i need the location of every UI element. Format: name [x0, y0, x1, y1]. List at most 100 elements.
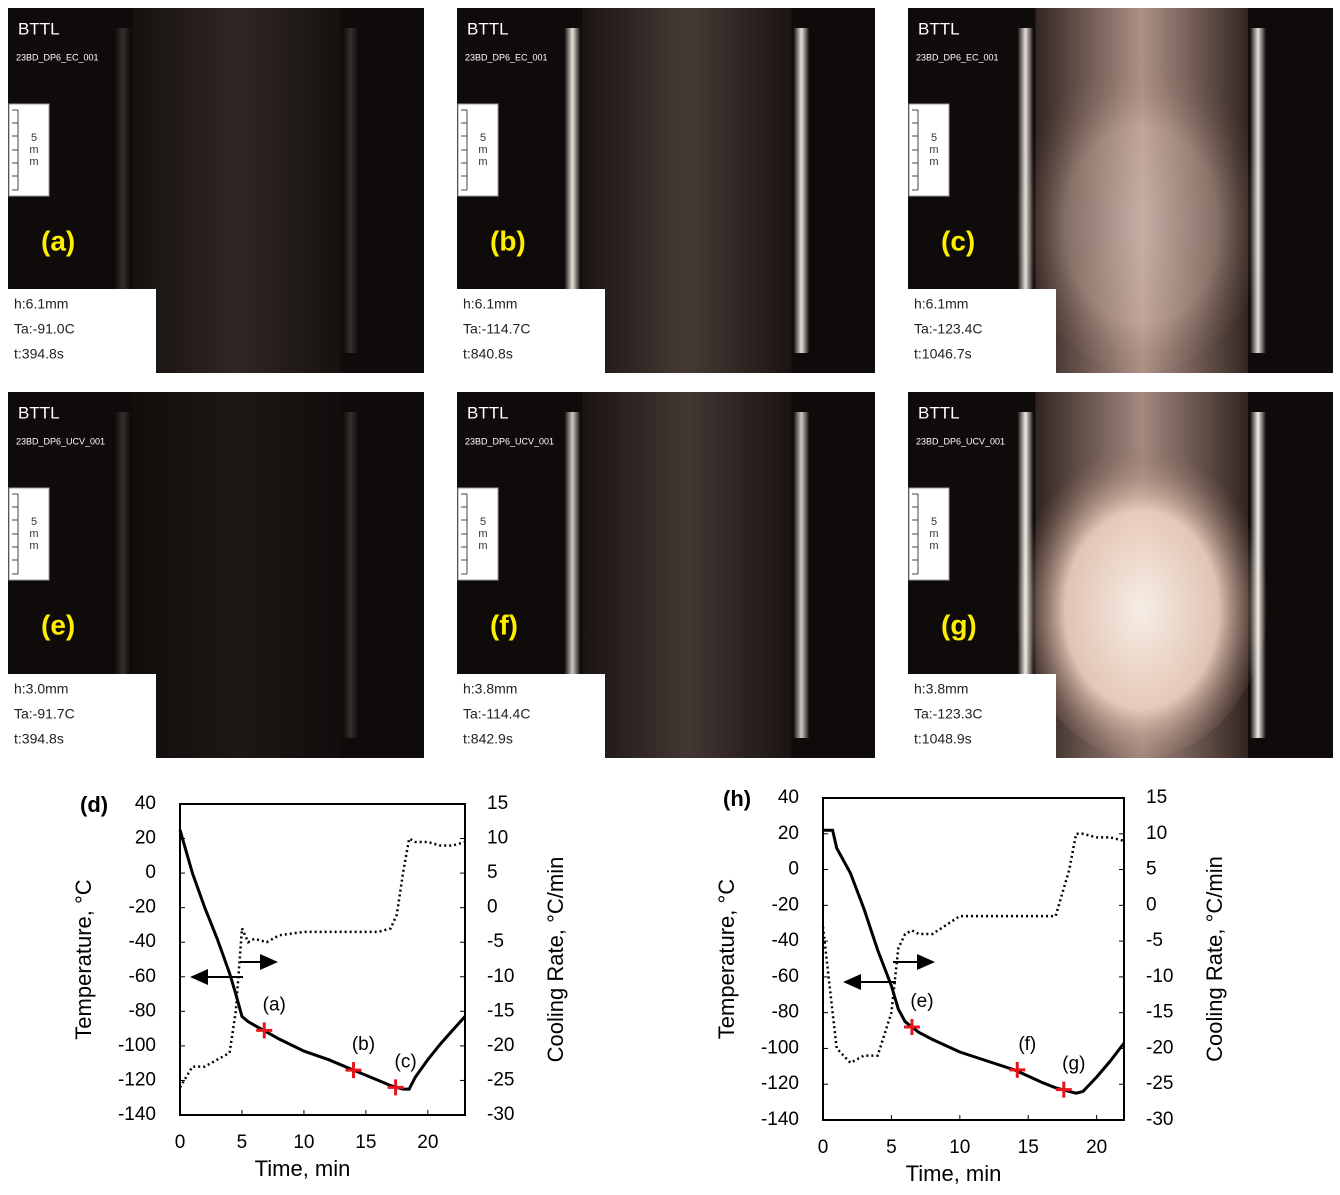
- chart-title: (d): [80, 792, 108, 817]
- y-tick-label: -120: [761, 1073, 799, 1094]
- y-tick-label: 20: [135, 828, 156, 849]
- panel-label: (c): [941, 225, 975, 256]
- scale-label: m: [478, 540, 487, 552]
- y2-tick-label: -15: [1146, 1002, 1173, 1023]
- scale-label: 5: [31, 516, 37, 528]
- x-tick-label: 20: [417, 1132, 438, 1153]
- y2-tick-label: -25: [1146, 1073, 1173, 1094]
- info-text: Ta:-91.7C: [14, 706, 75, 722]
- photo-panel: BTTL23BD_DP6_EC_0015mm(b)h:6.1mmTa:-114.…: [457, 8, 875, 373]
- marker: [345, 1062, 361, 1078]
- y2-tick-label: 0: [1146, 894, 1157, 915]
- scale-label: 5: [480, 132, 486, 144]
- y2-tick-label: -25: [487, 1069, 514, 1090]
- chart-title: (h): [723, 786, 751, 811]
- y-tick-label: -40: [772, 930, 799, 951]
- info-text: h:6.1mm: [14, 296, 68, 312]
- y2-tick-label: -10: [1146, 966, 1173, 987]
- photo-title: BTTL: [467, 403, 509, 422]
- x-tick-label: 15: [1018, 1137, 1039, 1158]
- y2-axis-label: Cooling Rate, °C/min: [1202, 856, 1227, 1062]
- panel-label: (e): [41, 609, 75, 640]
- y2-tick-label: 10: [487, 828, 508, 849]
- y-tick-label: -80: [129, 1000, 156, 1021]
- photo-id: 23BD_DP6_EC_001: [465, 52, 548, 62]
- panel-label: (f): [490, 609, 518, 640]
- y2-tick-label: -20: [487, 1035, 514, 1056]
- info-text: h:3.8mm: [914, 681, 968, 697]
- info-text: h:6.1mm: [463, 296, 517, 312]
- y2-tick-label: 15: [1146, 787, 1167, 808]
- photo-title: BTTL: [918, 403, 960, 422]
- x-tick-label: 10: [293, 1132, 314, 1153]
- scale-label: 5: [480, 516, 486, 528]
- edge-highlight: [343, 28, 359, 353]
- photo-id: 23BD_DP6_UCV_001: [16, 436, 105, 446]
- y-tick-label: -20: [772, 894, 799, 915]
- edge-highlight: [793, 412, 809, 738]
- x-tick-label: 20: [1086, 1137, 1107, 1158]
- info-text: t:842.9s: [463, 731, 513, 747]
- y-tick-label: -20: [129, 897, 156, 918]
- x-axis-label: Time, min: [255, 1156, 351, 1181]
- y-tick-label: -100: [761, 1037, 799, 1058]
- scale-label: m: [29, 156, 38, 168]
- photo-panel: BTTL23BD_DP6_UCV_0015mm(f)h:3.8mmTa:-114…: [457, 392, 875, 758]
- y2-tick-label: 15: [487, 793, 508, 814]
- scale-label: 5: [931, 516, 937, 528]
- cylinder: [582, 392, 791, 758]
- photo-panel: BTTL23BD_DP6_UCV_0015mm(e)h:3.0mmTa:-91.…: [8, 392, 424, 758]
- page: {"images": [ {"title": "BTTL", "id": "23…: [0, 0, 1340, 1195]
- photo-title: BTTL: [18, 403, 60, 422]
- info-text: Ta:-114.4C: [463, 706, 530, 722]
- photo-panel: BTTL23BD_DP6_UCV_0015mm(g)h:3.8mmTa:-123…: [908, 392, 1333, 758]
- y2-tick-label: -30: [1146, 1109, 1173, 1130]
- x-axis-label: Time, min: [906, 1161, 1002, 1186]
- y-tick-label: -80: [772, 1002, 799, 1023]
- photo-id: 23BD_DP6_EC_001: [916, 52, 999, 62]
- scale-label: m: [478, 156, 487, 168]
- photo-id: 23BD_DP6_UCV_001: [916, 436, 1005, 446]
- y2-tick-label: 10: [1146, 823, 1167, 844]
- y2-tick-label: -5: [487, 931, 504, 952]
- marker-label: (c): [395, 1051, 417, 1072]
- y2-tick-label: -10: [487, 966, 514, 987]
- scale-label: m: [478, 528, 487, 540]
- panel-label: (b): [490, 225, 526, 256]
- scale-label: m: [929, 156, 938, 168]
- photo-title: BTTL: [918, 19, 960, 38]
- scale-label: m: [29, 540, 38, 552]
- info-text: Ta:-123.4C: [914, 321, 982, 337]
- panel-label: (g): [941, 609, 977, 640]
- info-text: t:1048.9s: [914, 731, 972, 747]
- y-tick-label: -60: [772, 966, 799, 987]
- y-tick-label: -140: [118, 1104, 156, 1125]
- photo-title: BTTL: [467, 19, 509, 38]
- edge-highlight: [1250, 412, 1266, 738]
- info-text: t:840.8s: [463, 346, 513, 362]
- y-tick-label: 20: [778, 823, 799, 844]
- cooling-rate-line: [823, 834, 1124, 1063]
- y2-tick-label: -15: [487, 1000, 514, 1021]
- marker: [1056, 1082, 1072, 1098]
- scale-label: m: [929, 540, 938, 552]
- scale-label: m: [29, 528, 38, 540]
- y-tick-label: 40: [778, 787, 799, 808]
- panel-label: (a): [41, 225, 75, 256]
- marker-label: (g): [1062, 1054, 1085, 1075]
- edge-highlight: [793, 28, 809, 353]
- y-tick-label: 0: [788, 859, 799, 880]
- y-axis-label: Temperature, °C: [71, 879, 96, 1040]
- cylinder: [133, 8, 341, 373]
- y2-tick-label: -30: [487, 1104, 514, 1125]
- marker-label: (b): [352, 1034, 375, 1055]
- scale-label: m: [478, 144, 487, 156]
- y-tick-label: -40: [129, 931, 156, 952]
- x-tick-label: 15: [355, 1132, 376, 1153]
- y-tick-label: 40: [135, 793, 156, 814]
- photo-title: BTTL: [18, 19, 60, 38]
- x-tick-label: 0: [818, 1137, 829, 1158]
- x-tick-label: 0: [175, 1132, 186, 1153]
- info-text: t:394.8s: [14, 731, 64, 747]
- arrow-head: [917, 954, 935, 970]
